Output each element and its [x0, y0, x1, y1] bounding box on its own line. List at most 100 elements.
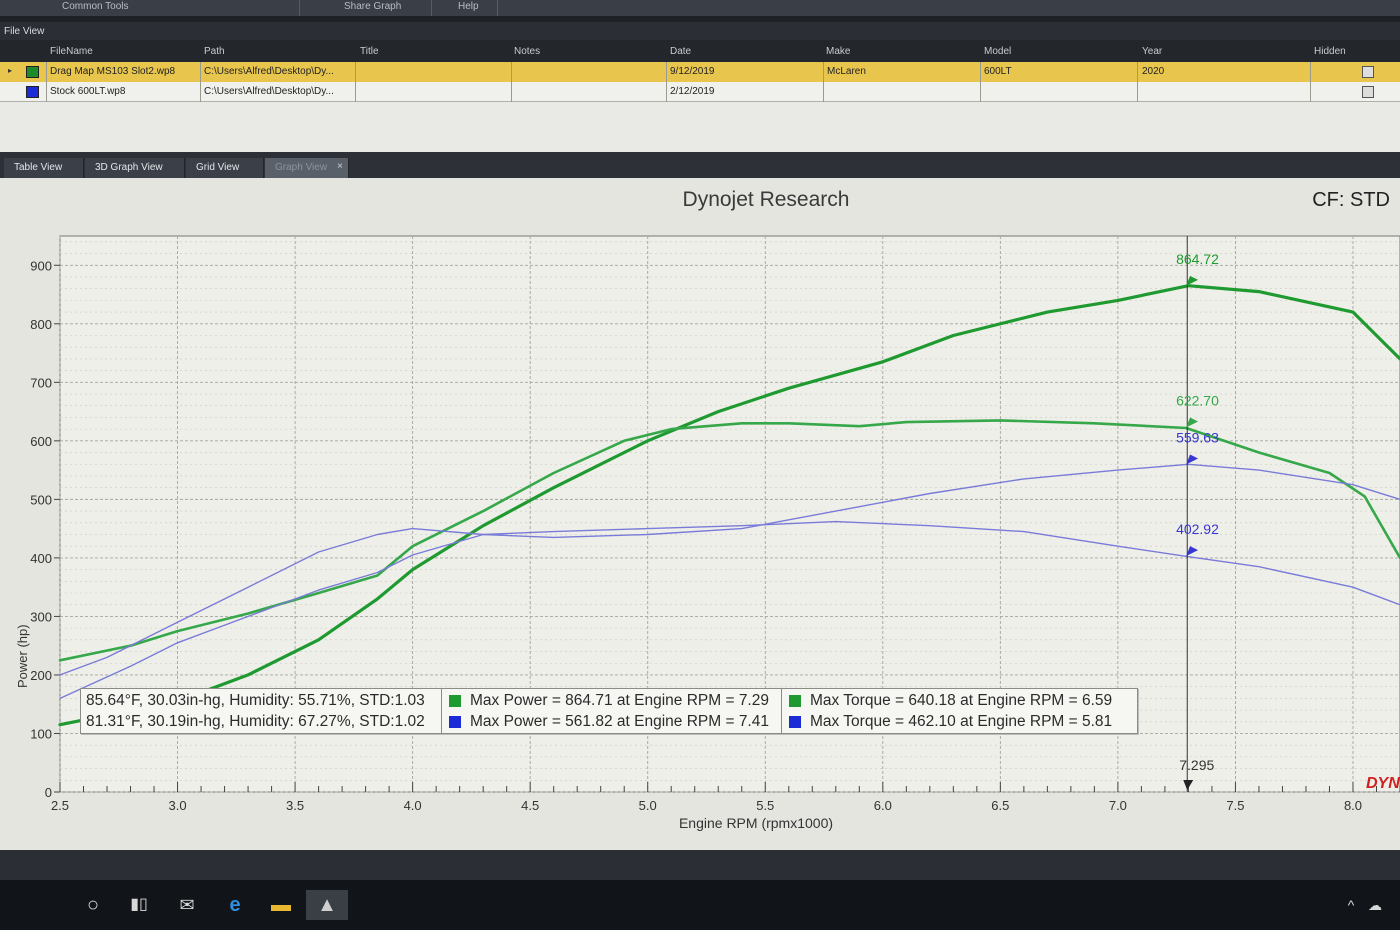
marker-label: 402.92 — [1176, 521, 1219, 537]
taskbar: ○ ▮▯ ✉ e ▬ ▲ ^ ☁ — [0, 880, 1400, 930]
marker-arrow-icon — [1186, 275, 1199, 286]
cell-year: 2020 — [1142, 66, 1165, 77]
col-notes[interactable]: Notes — [514, 46, 541, 57]
cursor-arrow-icon — [1183, 780, 1194, 790]
rpm-cursor[interactable]: 7.295 — [1179, 236, 1214, 792]
edge-icon[interactable]: e — [229, 894, 241, 916]
cortana-circle-icon[interactable]: ○ — [86, 894, 100, 916]
marker-label: 622.70 — [1176, 393, 1219, 409]
x-tick-label: 6.0 — [874, 798, 892, 813]
col-year[interactable]: Year — [1142, 46, 1163, 57]
row-selector-icon: ▸ — [8, 66, 13, 75]
top-toolbar: Common Tools Share Graph Help — [0, 0, 1400, 16]
x-tick-label: 5.0 — [639, 798, 657, 813]
tab-3d-graph-view[interactable]: 3D Graph View — [85, 158, 185, 178]
col-title[interactable]: Title — [360, 46, 379, 57]
y-tick-label: 900 — [30, 258, 52, 273]
run-legend: 85.64°F, 30.03in-hg, Humidity: 55.71%, S… — [80, 688, 1138, 734]
x-tick-label: 7.0 — [1109, 798, 1127, 813]
y-axis: 0 100 200 300 400 500 600 700 800 900 — [30, 258, 60, 800]
cf-label: CF: STD — [1312, 189, 1390, 211]
col-model[interactable]: Model — [984, 46, 1012, 57]
cell-path: C:\Users\Alfred\Desktop\Dy... — [204, 66, 334, 77]
tab-close-icon[interactable]: × — [337, 161, 343, 172]
tab-grid-view[interactable]: Grid View — [186, 158, 264, 178]
y-tick-label: 500 — [30, 492, 52, 507]
cell-model: 600LT — [984, 66, 1012, 77]
table-row[interactable]: Stock 600LT.wp8 C:\Users\Alfred\Desktop\… — [0, 82, 1400, 102]
table-row[interactable]: ▸ Drag Map MS103 Slot2.wp8 C:\Users\Alfr… — [0, 62, 1400, 82]
y-axis-label: Power (hp) — [15, 624, 30, 688]
cursor-rpm-label: 7.295 — [1179, 757, 1214, 773]
x-tick-label: 8.0 — [1344, 798, 1362, 813]
cell-filename: Drag Map MS103 Slot2.wp8 — [50, 66, 176, 77]
marker-arrow-icon — [1186, 546, 1199, 557]
legend-max-torque: Max Torque = 640.18 at Engine RPM = 6.59 — [810, 692, 1113, 709]
col-filename[interactable]: FileName — [50, 46, 93, 57]
grid-lines — [59, 236, 1400, 793]
grid-header: FileName Path Title Notes Date Make Mode… — [0, 40, 1400, 62]
toolbar-help[interactable]: Help — [432, 0, 498, 16]
hidden-checkbox[interactable] — [1362, 86, 1374, 98]
tray-chevron-icon[interactable]: ^ — [1347, 897, 1355, 913]
task-view-icon[interactable]: ▮▯ — [130, 896, 148, 913]
chart-title: Dynojet Research — [683, 188, 850, 211]
legend-color-swatch — [449, 695, 461, 707]
file-explorer-icon[interactable]: ▬ — [271, 894, 291, 916]
series-line — [58, 284, 1400, 727]
col-make[interactable]: Make — [826, 46, 851, 57]
x-tick-label: 5.5 — [756, 798, 774, 813]
color-swatch[interactable] — [26, 66, 39, 78]
color-swatch[interactable] — [26, 86, 39, 98]
tab-graph-view[interactable]: Graph View × — [265, 158, 349, 178]
series-line — [59, 520, 1400, 700]
y-tick-label: 600 — [30, 434, 52, 449]
dyno-chart: Dynojet Research CF: STD 0 100 200 300 400 50… — [15, 188, 1400, 831]
x-axis: 2.5 3.0 3.5 4.0 4.5 5.0 5.5 6.0 6.5 7.0 7.5 8.0 — [51, 782, 1400, 813]
toolbar-common-tools[interactable]: Common Tools — [0, 0, 300, 16]
x-tick-label: 6.5 — [991, 798, 1009, 813]
series-line — [59, 463, 1400, 676]
legend-row: 81.31°F, 30.19in-hg, Humidity: 67.27%, S… — [81, 712, 1139, 732]
dynojet-app-icon[interactable]: ▲ — [306, 890, 348, 920]
y-tick-label: 300 — [30, 609, 52, 624]
legend-max-torque: Max Torque = 462.10 at Engine RPM = 5.81 — [810, 713, 1113, 730]
col-path[interactable]: Path — [204, 46, 225, 57]
y-tick-label: 700 — [30, 375, 52, 390]
cell-path: C:\Users\Alfred\Desktop\Dy... — [204, 86, 334, 97]
cell-filename: Stock 600LT.wp8 — [50, 86, 126, 97]
x-tick-label: 4.5 — [521, 798, 539, 813]
tab-graph-view-label: Graph View — [275, 162, 328, 173]
x-tick-label: 2.5 — [51, 798, 69, 813]
legend-row: 85.64°F, 30.03in-hg, Humidity: 55.71%, S… — [81, 691, 1139, 711]
cell-date: 9/12/2019 — [670, 66, 715, 77]
x-tick-label: 7.5 — [1226, 798, 1244, 813]
col-hidden[interactable]: Hidden — [1314, 46, 1346, 57]
x-tick-label: 3.0 — [169, 798, 187, 813]
graph-view-panel: Dynojet Research CF: STD 0 100 200 300 400 50… — [0, 178, 1400, 850]
marker-label: 559.63 — [1176, 429, 1219, 445]
legend-max-power: Max Power = 864.71 at Engine RPM = 7.29 — [470, 692, 769, 709]
x-axis-label: Engine RPM (rpmx1000) — [679, 815, 833, 831]
mail-icon[interactable]: ✉ — [179, 895, 195, 915]
x-tick-label: 3.5 — [286, 798, 304, 813]
file-view-title: File View — [0, 22, 1400, 40]
col-date[interactable]: Date — [670, 46, 692, 57]
view-tab-bar: Table View 3D Graph View Grid View Graph… — [0, 152, 1400, 178]
marker-label: 864.72 — [1176, 251, 1219, 267]
cell-make: McLaren — [827, 66, 866, 77]
peak-markers: 864.72 622.70 559.63 402.92 — [1176, 251, 1219, 557]
hidden-checkbox[interactable] — [1362, 66, 1374, 78]
toolbar-share-graph[interactable]: Share Graph — [300, 0, 432, 16]
legend-conditions: 85.64°F, 30.03in-hg, Humidity: 55.71%, S… — [86, 692, 425, 709]
marker-arrow-icon — [1186, 454, 1199, 465]
cloud-icon: ☁ — [1368, 897, 1382, 913]
tab-table-view[interactable]: Table View — [4, 158, 84, 178]
legend-color-swatch — [789, 695, 801, 707]
y-tick-label: 200 — [30, 668, 52, 683]
cell-date: 2/12/2019 — [670, 86, 715, 97]
file-grid: FileName Path Title Notes Date Make Mode… — [0, 40, 1400, 152]
legend-max-power: Max Power = 561.82 at Engine RPM = 7.41 — [470, 713, 769, 730]
dynojet-logo: DYN — [1366, 775, 1400, 792]
